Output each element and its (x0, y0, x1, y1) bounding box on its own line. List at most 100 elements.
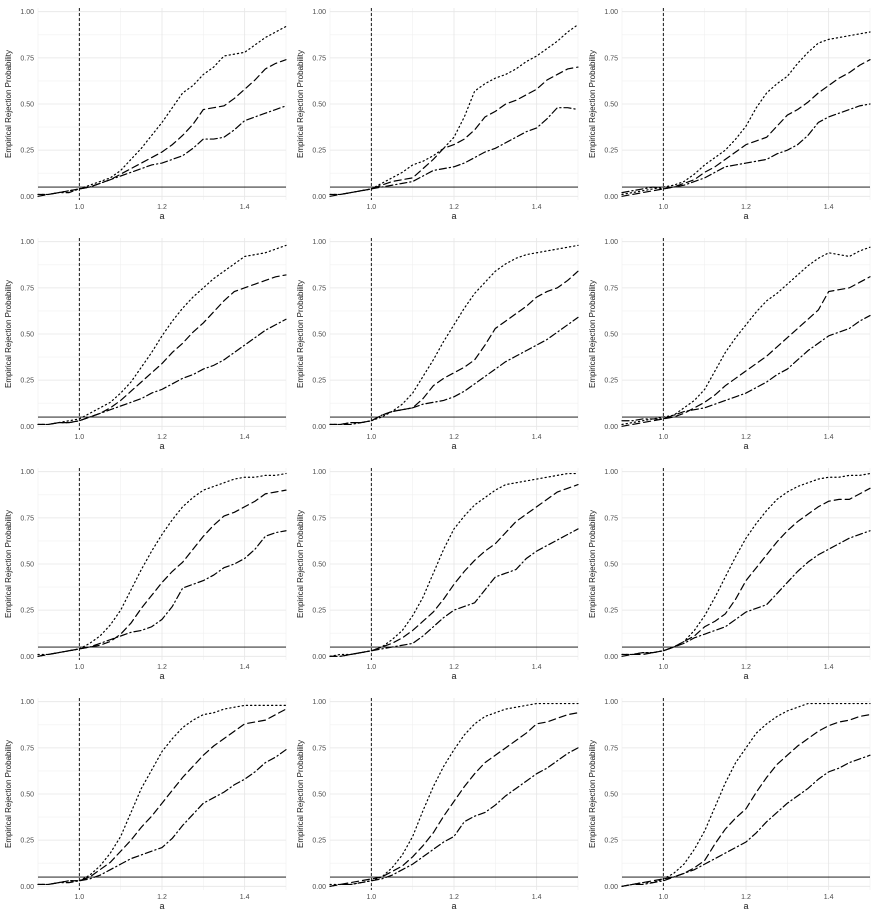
series-line-dotdash (621, 103, 871, 194)
y-tick-label: 0.50 (312, 102, 326, 109)
y-tick-label: 0.25 (604, 838, 618, 845)
y-tick-label: 0.75 (20, 515, 34, 522)
y-tick-label: 0.75 (312, 285, 326, 292)
x-axis-title: a (159, 671, 164, 681)
series-line-dotdash (621, 530, 871, 657)
y-tick-label: 0.75 (604, 745, 618, 752)
y-tick-label: 0.00 (604, 424, 618, 431)
series-line-dotted (621, 702, 871, 887)
x-tick-label: 1.2 (157, 204, 167, 211)
y-tick-label: 0.25 (312, 148, 326, 155)
y-tick-label: 1.00 (604, 699, 618, 706)
chart-panel-1: 0.00 0.25 0.50 0.75 1.00 1.0 1.2 1.4 a Empirical … (4, 8, 287, 221)
chart-panel-7: 0.00 0.25 0.50 0.75 1.00 1.0 1.2 1.4 a Empirical … (4, 468, 287, 681)
x-tick-label: 1.4 (824, 664, 834, 671)
series-line-dashed (329, 270, 579, 426)
chart-panel-3: 0.00 0.25 0.50 0.75 1.00 1.0 1.2 1.4 a Empirical … (588, 8, 871, 221)
x-tick-label: 1.4 (824, 894, 834, 901)
y-axis-title: Empirical Rejection Probability (4, 50, 13, 158)
series-line-dotdash (621, 314, 871, 422)
series-line-dotted (329, 244, 579, 426)
x-tick-label: 1.4 (532, 664, 542, 671)
y-tick-label: 0.75 (604, 515, 618, 522)
x-tick-label: 1.4 (824, 434, 834, 441)
x-axis-title: a (743, 901, 748, 911)
x-axis-title: a (159, 211, 164, 221)
y-tick-label: 0.50 (604, 332, 618, 339)
y-tick-label: 1.00 (312, 239, 326, 246)
x-tick-label: 1.0 (74, 664, 84, 671)
x-tick-label: 1.2 (157, 664, 167, 671)
series-line-dashed (621, 276, 871, 427)
y-tick-label: 0.25 (20, 838, 34, 845)
y-tick-label: 1.00 (604, 469, 618, 476)
y-tick-label: 0.75 (604, 55, 618, 62)
x-axis-title: a (451, 671, 456, 681)
y-tick-label: 0.50 (312, 562, 326, 569)
y-tick-label: 0.75 (20, 745, 34, 752)
y-tick-label: 1.00 (20, 239, 34, 246)
x-tick-label: 1.2 (449, 894, 459, 901)
x-tick-label: 1.0 (658, 204, 668, 211)
y-axis-title: Empirical Rejection Probability (296, 50, 305, 158)
y-axis-title: Empirical Rejection Probability (588, 510, 597, 618)
y-tick-label: 0.25 (312, 378, 326, 385)
x-tick-label: 1.2 (157, 434, 167, 441)
x-tick-label: 1.2 (157, 894, 167, 901)
x-tick-label: 1.4 (240, 204, 250, 211)
y-tick-label: 0.50 (604, 562, 618, 569)
chart-panel-4: 0.00 0.25 0.50 0.75 1.00 1.0 1.2 1.4 a Empirical … (4, 238, 287, 451)
y-tick-label: 0.75 (20, 55, 34, 62)
y-tick-label: 0.25 (604, 148, 618, 155)
x-tick-label: 1.4 (532, 434, 542, 441)
series-line-dotted (621, 246, 871, 426)
y-axis-title: Empirical Rejection Probability (296, 280, 305, 388)
series-line-dashed (37, 708, 287, 886)
x-tick-label: 1.2 (449, 204, 459, 211)
y-tick-label: 0.75 (604, 285, 618, 292)
x-axis-title: a (159, 441, 164, 451)
series-line-dotdash (329, 747, 579, 887)
y-axis-title: Empirical Rejection Probability (588, 280, 597, 388)
y-axis-title: Empirical Rejection Probability (588, 740, 597, 848)
x-tick-label: 1.2 (741, 434, 751, 441)
y-tick-label: 0.00 (312, 884, 326, 891)
y-tick-label: 0.00 (20, 654, 34, 661)
y-tick-label: 0.50 (20, 792, 34, 799)
x-tick-label: 1.0 (366, 434, 376, 441)
y-tick-label: 0.25 (312, 838, 326, 845)
x-tick-label: 1.4 (532, 894, 542, 901)
x-axis-title: a (159, 901, 164, 911)
chart-panel-8: 0.00 0.25 0.50 0.75 1.00 1.0 1.2 1.4 a Empirical … (296, 468, 579, 681)
x-tick-label: 1.4 (532, 204, 542, 211)
x-tick-label: 1.4 (240, 894, 250, 901)
x-tick-label: 1.2 (741, 664, 751, 671)
x-tick-label: 1.0 (366, 664, 376, 671)
y-tick-label: 1.00 (604, 9, 618, 16)
chart-panel-2: 0.00 0.25 0.50 0.75 1.00 1.0 1.2 1.4 a Empirical … (296, 8, 579, 221)
y-tick-label: 0.25 (312, 608, 326, 615)
series-line-dotdash (329, 316, 579, 426)
y-tick-label: 1.00 (20, 9, 34, 16)
series-line-dotdash (621, 754, 871, 887)
series-line-dotdash (37, 749, 287, 886)
series-line-dotted (329, 702, 579, 886)
series-line-dotted (37, 472, 287, 656)
series-line-dotted (37, 704, 287, 886)
y-axis-title: Empirical Rejection Probability (4, 510, 13, 618)
x-tick-label: 1.0 (366, 894, 376, 901)
chart-panel-10: 0.00 0.25 0.50 0.75 1.00 1.0 1.2 1.4 a Empirical … (4, 698, 287, 911)
y-axis-title: Empirical Rejection Probability (4, 740, 13, 848)
series-line-dotdash (37, 530, 287, 657)
x-tick-label: 1.2 (741, 204, 751, 211)
y-tick-label: 0.50 (20, 102, 34, 109)
y-tick-label: 1.00 (604, 239, 618, 246)
y-tick-label: 0.75 (312, 745, 326, 752)
y-tick-label: 0.25 (604, 378, 618, 385)
y-tick-label: 0.25 (20, 378, 34, 385)
y-tick-label: 0.00 (312, 654, 326, 661)
x-tick-label: 1.2 (449, 434, 459, 441)
y-tick-label: 0.75 (312, 55, 326, 62)
y-tick-label: 0.00 (604, 654, 618, 661)
y-tick-label: 1.00 (312, 9, 326, 16)
